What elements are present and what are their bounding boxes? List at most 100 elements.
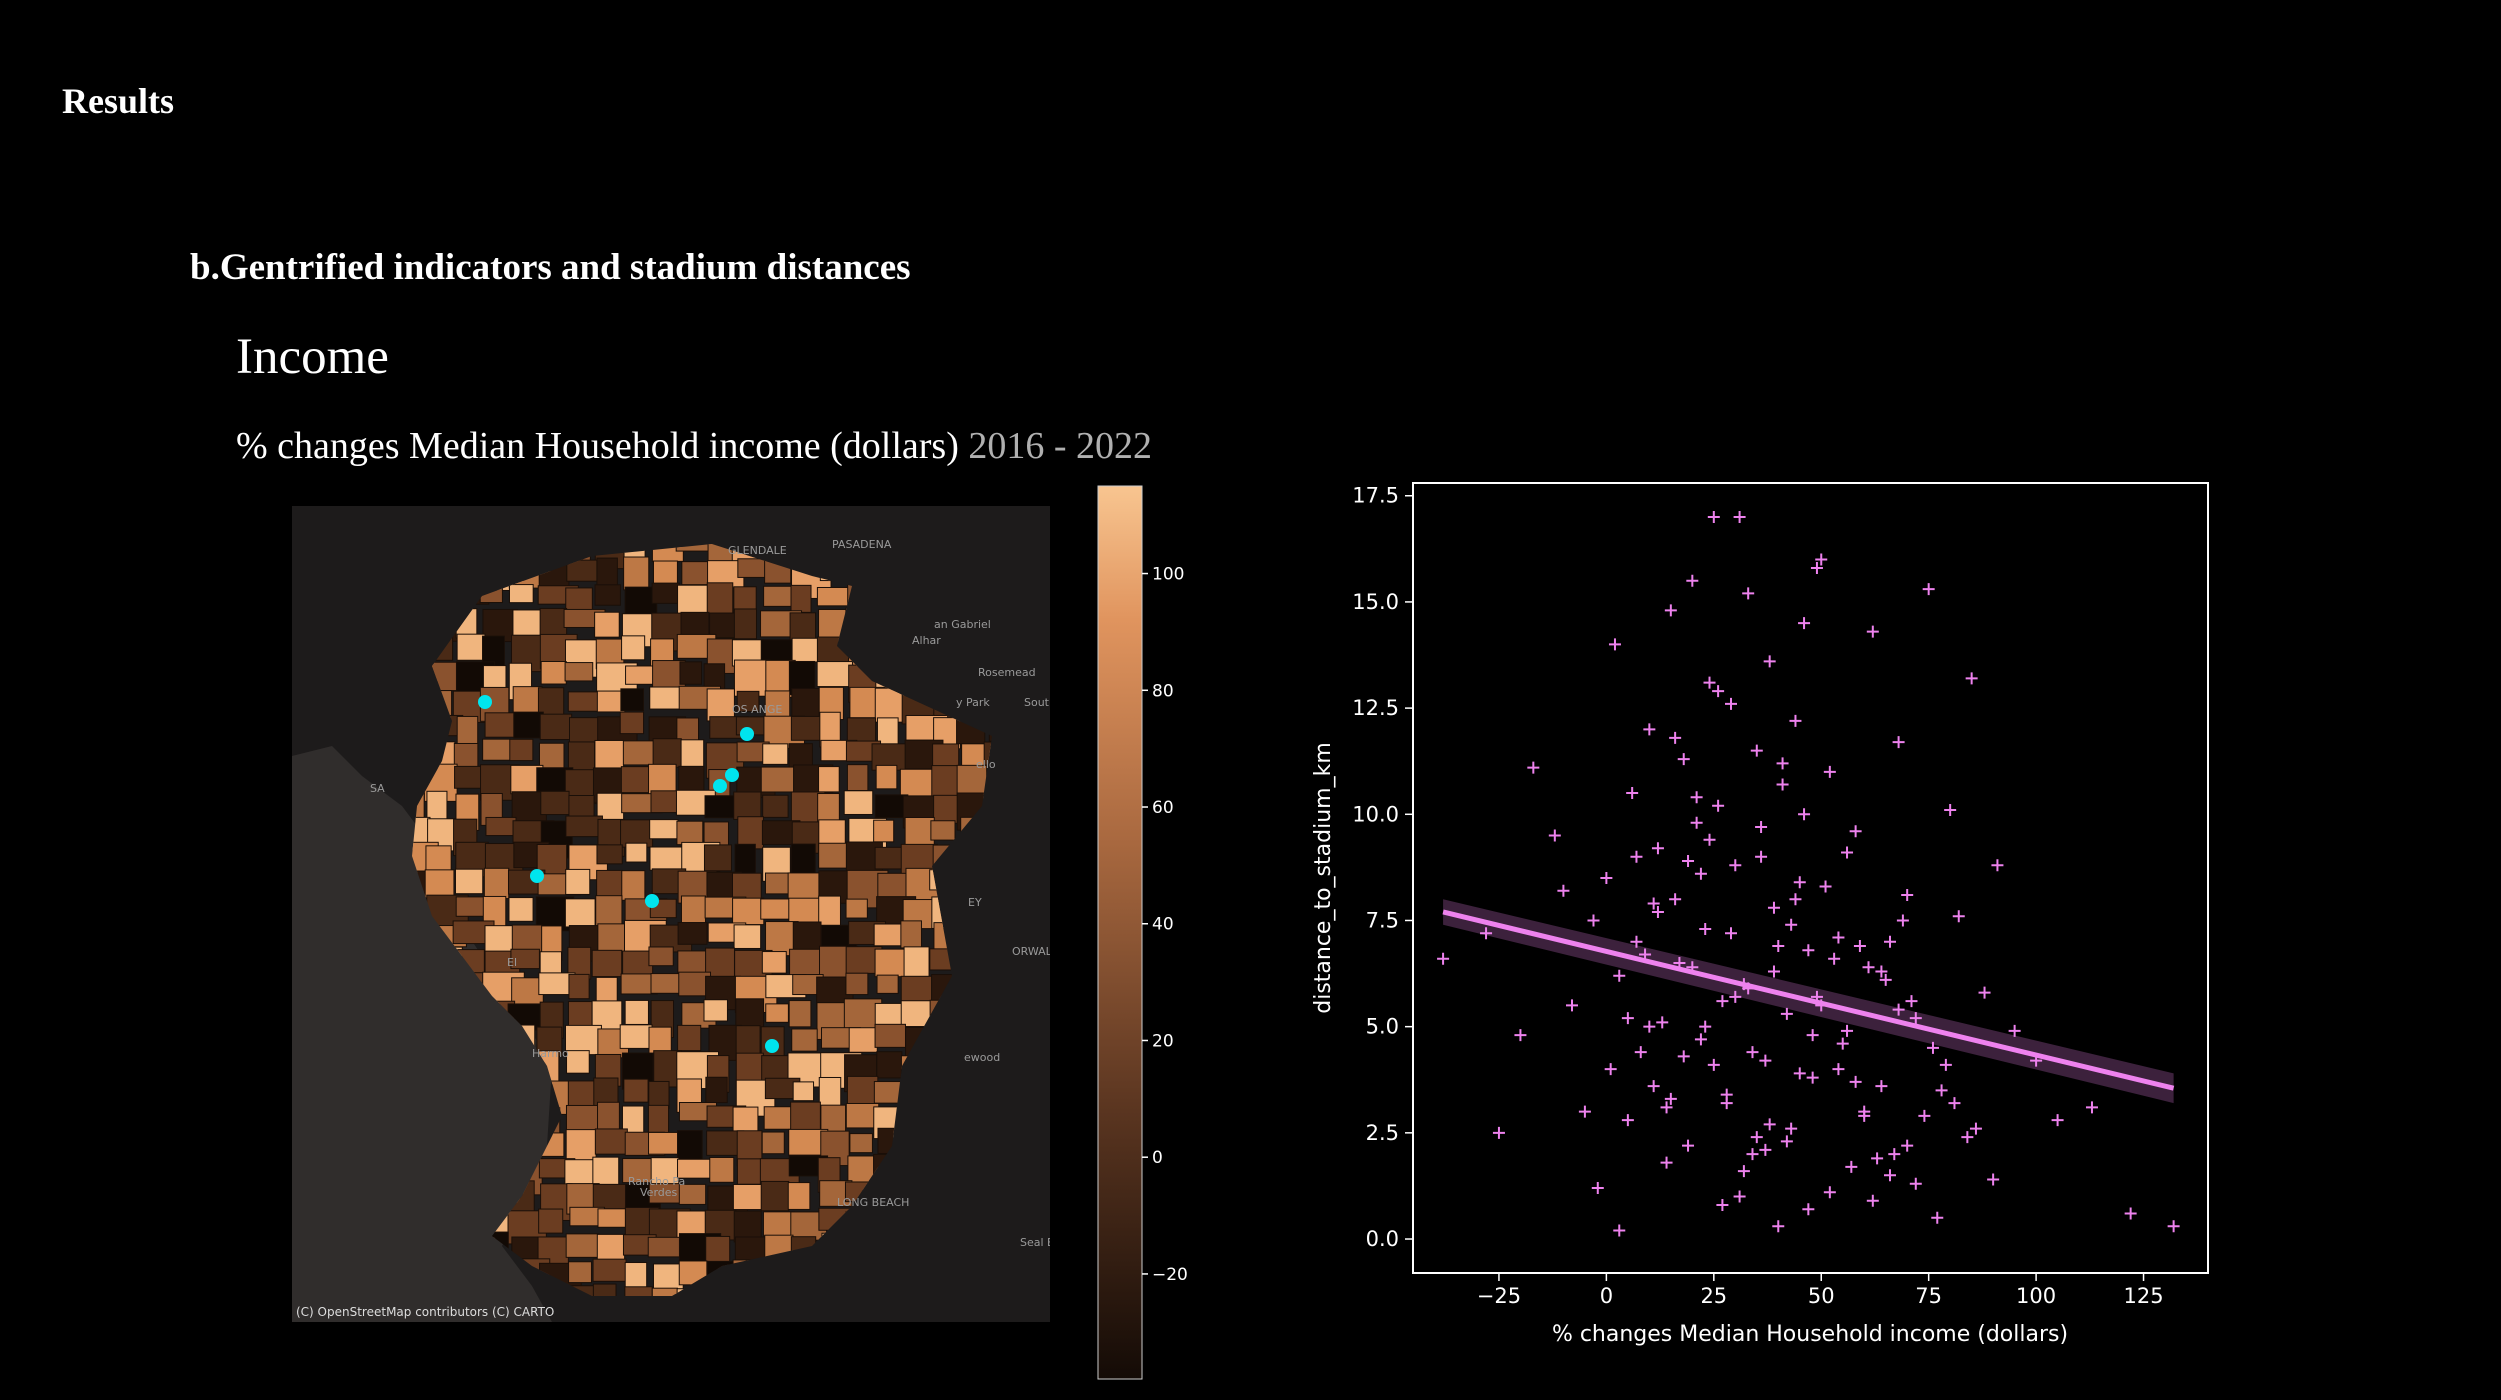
census-tract (709, 1156, 735, 1183)
census-tract (703, 999, 728, 1022)
scatter-point (1806, 1029, 1819, 1042)
x-tick-label: 0 (1600, 1284, 1613, 1308)
census-tract (592, 1258, 627, 1282)
census-tract (622, 950, 654, 979)
census-tract (508, 584, 534, 604)
scatter-point (1733, 1190, 1746, 1203)
scatter-point (1664, 1092, 1677, 1105)
census-tract (762, 794, 789, 818)
y-tick-label: 7.5 (1366, 908, 1399, 932)
census-tract (848, 1027, 878, 1053)
census-tract (482, 738, 511, 761)
census-tract (760, 766, 799, 793)
scatter-point (1755, 821, 1768, 834)
scatter-point (1613, 969, 1626, 982)
census-tract (485, 816, 517, 837)
census-tract (592, 1283, 617, 1296)
census-tract (454, 765, 484, 789)
scatter-point (1888, 1148, 1901, 1161)
scatter-point (1716, 995, 1729, 1008)
census-tract (737, 558, 767, 578)
census-tract (790, 715, 823, 741)
census-tract (846, 1075, 879, 1108)
scatter-point (1845, 1160, 1858, 1173)
census-tract (568, 1261, 592, 1284)
scatter-point (1759, 1054, 1772, 1067)
scatter-point (1987, 1173, 2000, 1186)
scatter-point (1806, 1071, 1819, 1084)
census-tract (676, 820, 704, 846)
scatter-point (2167, 1220, 2180, 1233)
scatter-point (1492, 1126, 1505, 1139)
census-tract (791, 1028, 818, 1052)
census-tract (424, 869, 455, 899)
census-tract (816, 661, 853, 688)
scatter-point (1832, 1063, 1845, 1076)
scatter-point (1991, 859, 2004, 872)
y-tick-label: 5.0 (1366, 1015, 1399, 1039)
census-tract (510, 948, 540, 970)
scatter-point (1944, 804, 1957, 817)
census-tract (509, 738, 534, 762)
scatter-point (1849, 1075, 1862, 1088)
scatter-point (1823, 765, 1836, 778)
scatter-point (1690, 791, 1703, 804)
stadium-marker (530, 869, 544, 883)
census-tract (595, 976, 618, 1003)
census-tract (623, 1078, 649, 1103)
census-tract (652, 738, 682, 768)
scatter-point (1918, 1109, 1931, 1122)
scatter-point (1742, 587, 1755, 600)
census-tract (733, 924, 762, 949)
census-tract (651, 1287, 678, 1296)
scatter-point (1798, 617, 1811, 630)
census-tract (760, 1180, 790, 1212)
scatter-point (1776, 757, 1789, 770)
scatter-point (1647, 897, 1660, 910)
scatter-point (1763, 655, 1776, 668)
scatter-point (1772, 1220, 1785, 1233)
scatter-chart: −25 0 25 50 75 100 125 0.0 2.5 5.0 7.5 10.0 12.5 15.… (1311, 482, 2209, 1347)
census-tract (875, 764, 898, 790)
census-tract (567, 691, 602, 712)
place-label: y Park (956, 696, 990, 709)
census-tract (680, 611, 710, 636)
scatter-point (1660, 1156, 1673, 1169)
place-label: Rancho Pa (628, 1175, 685, 1188)
census-tract (620, 688, 644, 712)
census-tract (787, 1182, 811, 1210)
census-tract (677, 922, 708, 945)
census-tract (594, 739, 625, 771)
place-label: ewood (964, 1051, 1000, 1064)
census-tract (703, 844, 732, 872)
scatter-point (1798, 808, 1811, 821)
scatter-point (1707, 510, 1720, 523)
scatter-point (1785, 1122, 1798, 1135)
scatter-point (1600, 872, 1613, 884)
place-label: Verdes (640, 1186, 678, 1199)
y-axis-ticks: 0.0 2.5 5.0 7.5 10.0 12.5 15.0 17.5 (1352, 484, 1413, 1251)
scatter-point (1862, 961, 1875, 974)
place-label: Alhar (912, 634, 941, 647)
place-label: Seal Beach (1020, 1236, 1050, 1249)
scatter-point (1686, 574, 1699, 587)
scatter-point (1621, 1114, 1634, 1127)
scatter-point (1634, 1046, 1647, 1059)
scatter-point (2051, 1114, 2064, 1127)
scatter-point (1437, 952, 1450, 965)
scatter-point (1712, 799, 1725, 812)
census-tract (591, 949, 623, 978)
plot-frame (1412, 482, 2209, 1274)
colorbar-tick-label: 0 (1152, 1148, 1163, 1168)
census-tract (649, 686, 682, 710)
y-tick-label: 10.0 (1352, 802, 1399, 826)
census-tract (818, 895, 841, 928)
census-tract (843, 790, 874, 815)
scatter-point (1755, 850, 1768, 863)
scatter-point (1682, 855, 1695, 868)
census-tract (706, 582, 734, 617)
census-tract (675, 544, 714, 552)
scatter-point (1802, 944, 1815, 957)
scatter-point (1789, 714, 1802, 727)
census-tract (933, 794, 959, 824)
